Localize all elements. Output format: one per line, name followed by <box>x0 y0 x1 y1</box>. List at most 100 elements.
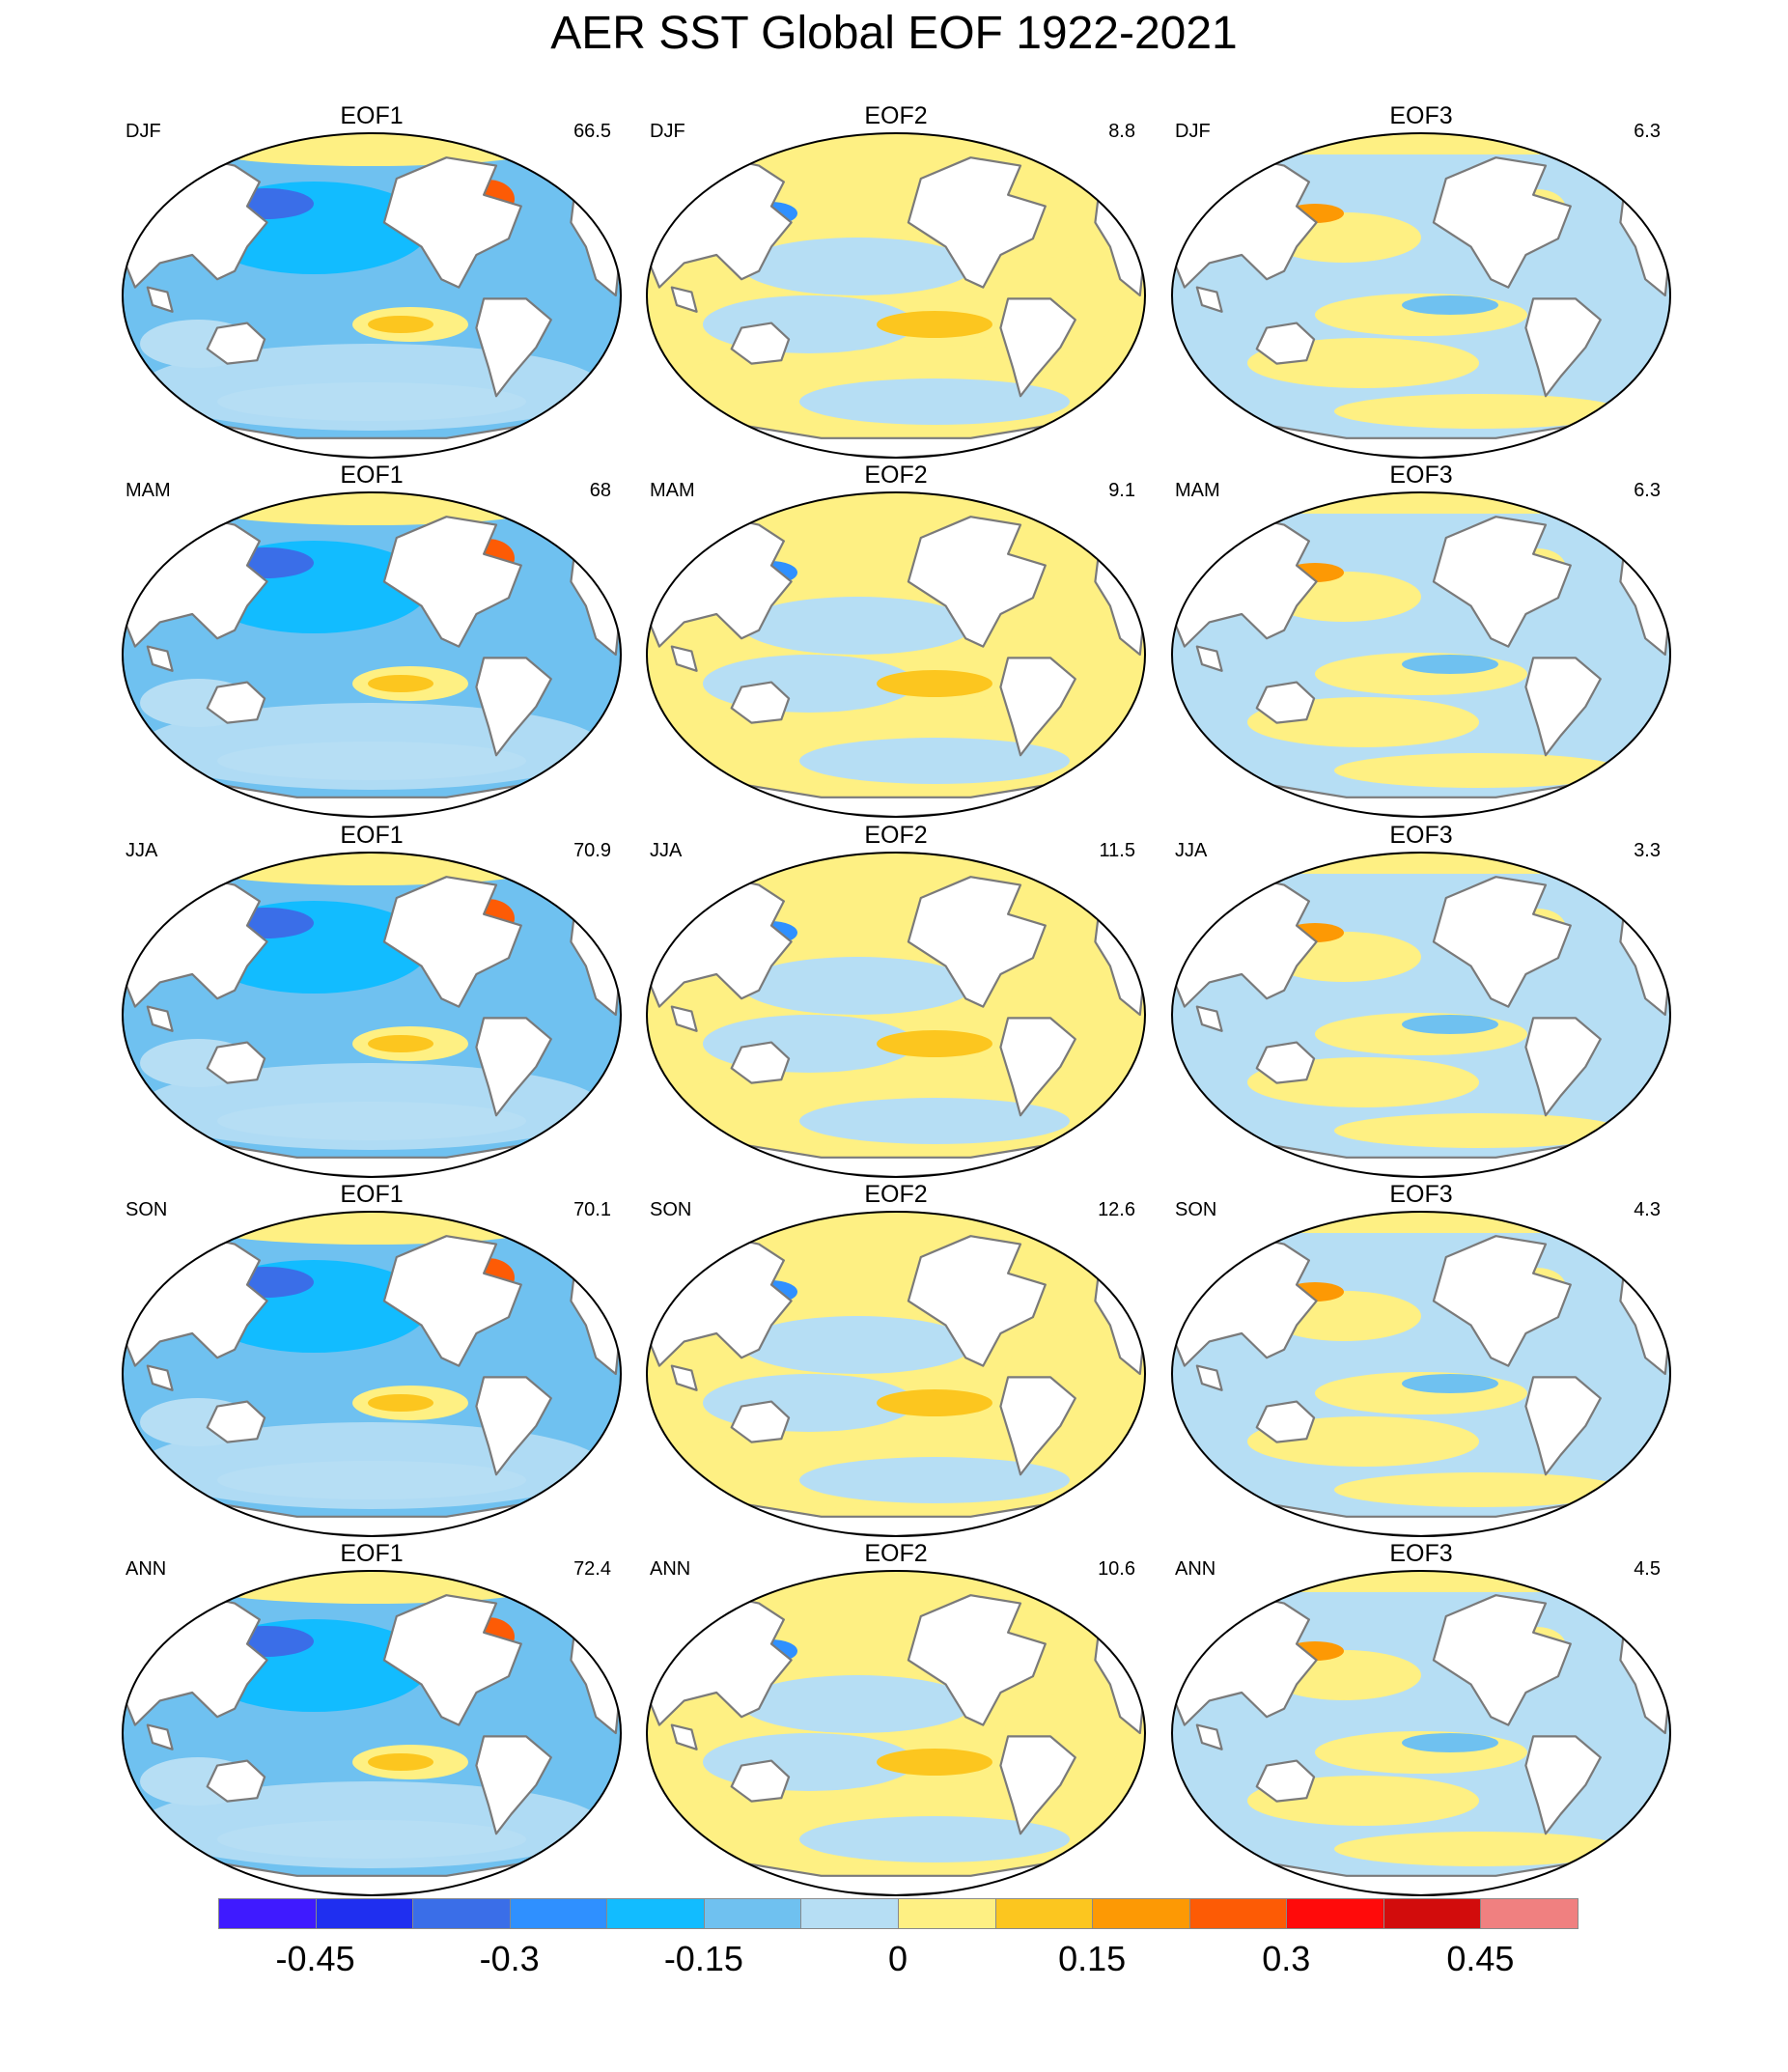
colorbar-tick-label: -0.45 <box>275 1939 355 1978</box>
panel-title: EOF1 <box>340 1181 404 1208</box>
map-border <box>122 1211 622 1537</box>
land-mass <box>382 516 522 648</box>
panel-variance: 9.1 <box>1108 480 1135 501</box>
arctic-strip <box>741 1212 1050 1233</box>
anomaly-contour <box>741 597 973 655</box>
map-border <box>646 1211 1146 1537</box>
panel-variance: 72.4 <box>573 1558 611 1580</box>
land-mass <box>670 645 698 672</box>
anomaly-contour <box>1402 1374 1498 1393</box>
map-panel <box>1171 852 1671 1178</box>
land-mass <box>475 657 552 757</box>
land-mass <box>907 1235 1047 1367</box>
anomaly-contour <box>799 1816 1070 1862</box>
arctic-strip <box>741 1571 1050 1592</box>
land-mass <box>475 297 552 398</box>
anomaly-contour <box>877 670 992 697</box>
anomaly-contour <box>877 1030 992 1057</box>
land-mass <box>670 286 698 313</box>
panel-title: EOF1 <box>340 1540 404 1567</box>
panel-variance: 6.3 <box>1634 480 1661 501</box>
land-mass <box>206 1759 266 1803</box>
land-mass <box>1195 1364 1223 1391</box>
land-mass <box>730 1400 791 1443</box>
colorbar-box <box>994 1898 1094 1929</box>
panel-season: JJA <box>126 840 158 861</box>
land-mass <box>670 1723 698 1750</box>
anomaly-contour <box>217 382 526 421</box>
map-panel <box>122 852 622 1178</box>
anomaly-contour <box>1334 1472 1624 1507</box>
panel-season: MAM <box>1175 480 1220 501</box>
land-mass <box>1195 1005 1223 1032</box>
panel-title: EOF2 <box>864 1540 928 1567</box>
land-mass <box>1432 876 1572 1008</box>
panel-variance: 66.5 <box>573 121 611 142</box>
arctic-strip <box>217 1571 526 1592</box>
colorbar-box <box>703 1898 802 1929</box>
land-mass <box>999 1735 1076 1835</box>
map-border <box>122 1570 622 1896</box>
map-border <box>646 1570 1146 1896</box>
anomaly-contour <box>799 738 1070 784</box>
panel-season: ANN <box>650 1558 691 1580</box>
land-mass <box>206 1041 266 1084</box>
land-mass <box>146 1723 174 1750</box>
panel-variance: 6.3 <box>1634 121 1661 142</box>
land-mass <box>1432 1235 1572 1367</box>
anomaly-contour <box>1334 1113 1624 1148</box>
colorbar-tick-label: -0.3 <box>479 1939 540 1978</box>
colorbar-box <box>606 1898 705 1929</box>
panel-season: MAM <box>650 480 695 501</box>
anomaly-contour <box>1402 1015 1498 1034</box>
panel-title: EOF3 <box>1389 1181 1453 1208</box>
arctic-strip <box>1267 1212 1576 1233</box>
colorbar-tick-label: 0.3 <box>1262 1939 1311 1978</box>
anomaly-contour <box>1402 295 1498 315</box>
land-mass <box>475 1017 552 1117</box>
map-border <box>1171 491 1671 818</box>
colorbar-box <box>1188 1898 1288 1929</box>
anomaly-contour <box>368 1753 433 1771</box>
anomaly-contour <box>217 1461 526 1499</box>
panel-title: EOF3 <box>1389 102 1453 129</box>
map-border <box>1171 1211 1671 1537</box>
panel-season: MAM <box>126 480 171 501</box>
land-mass <box>382 876 522 1008</box>
arctic-strip <box>217 133 526 154</box>
colorbar-box <box>1092 1898 1190 1929</box>
land-mass <box>146 286 174 313</box>
colorbar-box <box>218 1898 317 1929</box>
land-mass <box>1524 657 1602 757</box>
anomaly-contour <box>1402 1733 1498 1752</box>
panel-season: DJF <box>1175 121 1211 142</box>
land-mass <box>1432 1594 1572 1726</box>
land-mass <box>1255 1400 1316 1443</box>
land-mass <box>670 1364 698 1391</box>
arctic-strip <box>741 133 1050 154</box>
map-panel <box>1171 1211 1671 1537</box>
map-border <box>122 132 622 459</box>
map-panel <box>1171 1570 1671 1896</box>
colorbar-tick-label: 0.15 <box>1058 1939 1127 1978</box>
arctic-strip <box>217 492 526 514</box>
map-border <box>1171 132 1671 459</box>
anomaly-contour <box>799 378 1070 425</box>
panel-title: EOF1 <box>340 462 404 489</box>
colorbar-box <box>1383 1898 1482 1929</box>
land-mass <box>1524 297 1602 398</box>
map-panel <box>122 132 622 459</box>
panel-title: EOF3 <box>1389 1540 1453 1567</box>
map-border <box>1171 852 1671 1178</box>
map-panel <box>646 852 1146 1178</box>
map-panel <box>646 1570 1146 1896</box>
panel-title: EOF3 <box>1389 462 1453 489</box>
panel-title: EOF3 <box>1389 822 1453 849</box>
anomaly-contour <box>741 1316 973 1374</box>
anomaly-contour <box>741 1675 973 1733</box>
panel-variance: 8.8 <box>1108 121 1135 142</box>
panel-title: EOF1 <box>340 102 404 129</box>
land-mass <box>907 1594 1047 1726</box>
panel-variance: 3.3 <box>1634 840 1661 861</box>
